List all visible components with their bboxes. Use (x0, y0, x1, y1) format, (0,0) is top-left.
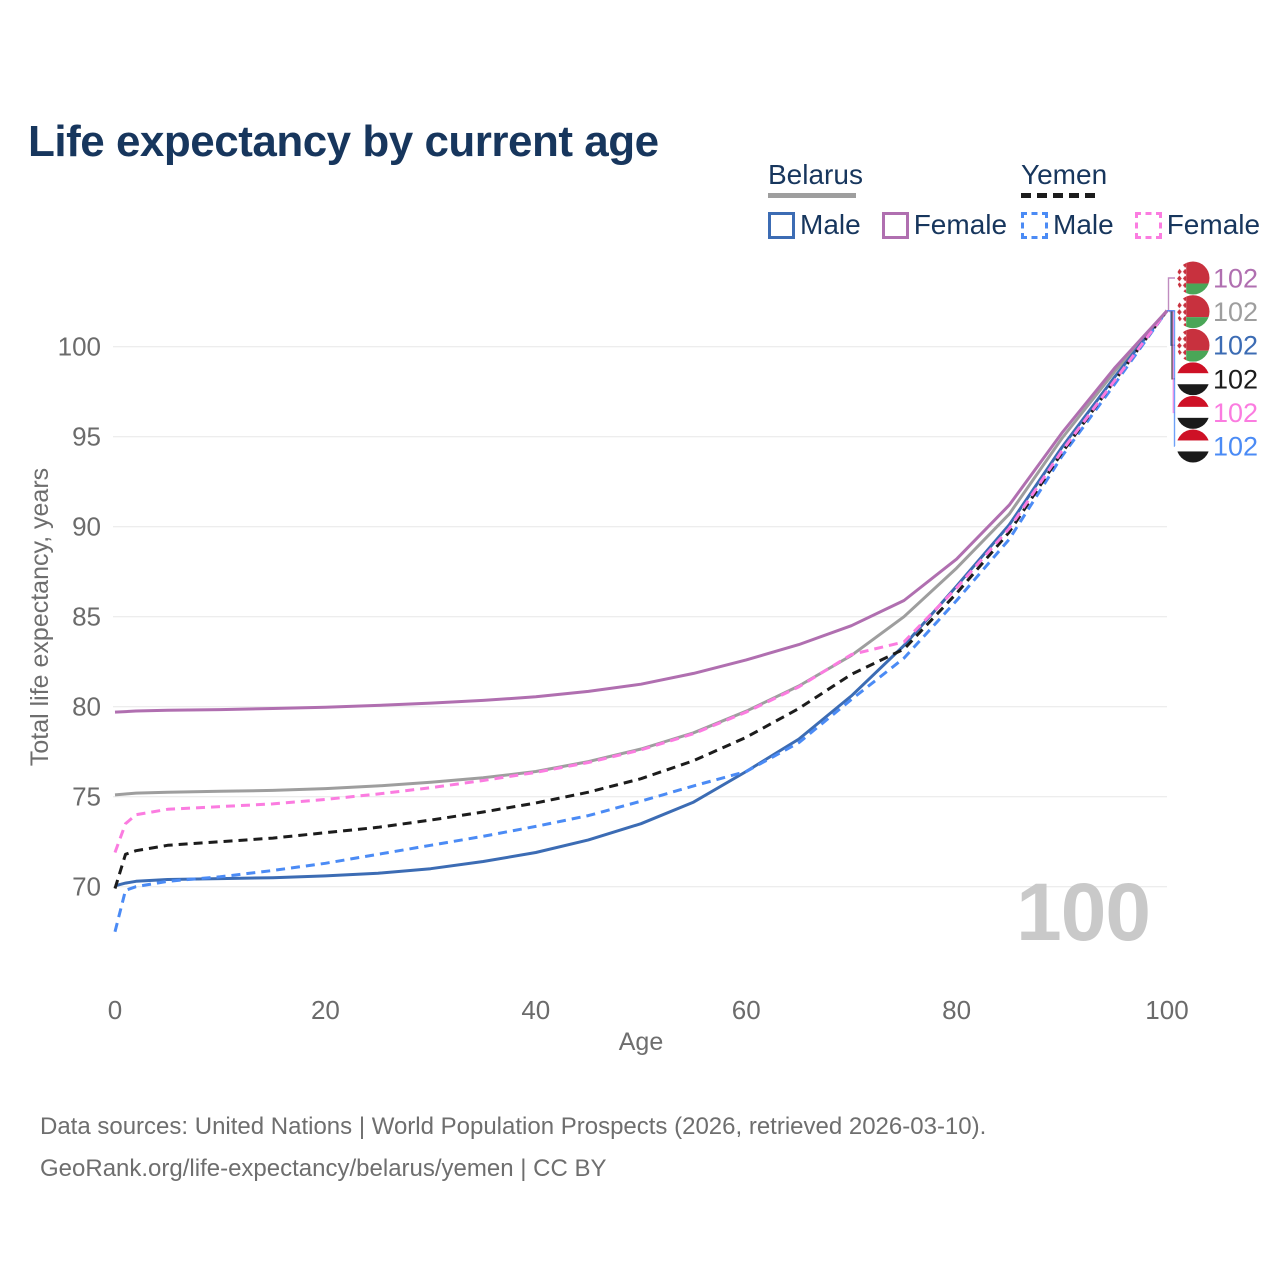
y-tick-85: 85 (72, 602, 101, 632)
x-tick-0: 0 (108, 995, 122, 1025)
belarus-flag-icon (1177, 262, 1210, 295)
yemen-flag-icon (1177, 362, 1210, 395)
end-row-yemen-female[interactable]: 102 (1177, 396, 1259, 429)
x-axis-title: Age (619, 1028, 663, 1056)
y-tick-80: 80 (72, 692, 101, 722)
belarus-female-swatch-icon (881, 211, 909, 239)
line-yemen-male[interactable] (113, 309, 1169, 933)
end-value-label: 102 (1213, 331, 1258, 361)
end-row-yemen-both-sexes[interactable]: 102 (1177, 362, 1259, 395)
footer-url-line[interactable]: GeoRank.org/life-expectancy/belarus/yeme… (40, 1155, 607, 1182)
end-row-belarus-female[interactable]: 102 (1177, 262, 1259, 295)
end-row-belarus-male[interactable]: 102 (1177, 329, 1259, 362)
x-tick-40: 40 (521, 995, 550, 1025)
gridlines (113, 346, 1167, 888)
x-tick-80: 80 (942, 995, 971, 1025)
yemen-flag-icon (1177, 430, 1210, 463)
series-lines (113, 309, 1169, 933)
line-belarus-male[interactable] (114, 309, 1169, 888)
end-row-belarus-both-sexes[interactable]: 102 (1177, 295, 1259, 328)
end-row-yemen-male[interactable]: 102 (1177, 430, 1259, 463)
belarus-male-swatch-icon (768, 211, 795, 239)
line-belarus-both-sexes[interactable] (114, 309, 1169, 797)
footer: Data sources: United Nations | World Pop… (40, 1106, 986, 1190)
line-yemen-both-sexes[interactable] (113, 309, 1169, 889)
y-tick-75: 75 (72, 782, 101, 812)
belarus-line-style-key (768, 193, 856, 198)
leader-line-0 (1167, 277, 1175, 312)
legend-country-belarus[interactable]: Belarus (768, 159, 863, 190)
end-value-label: 102 (1213, 264, 1258, 294)
leader-line-5 (1167, 310, 1176, 447)
legend-group-belarus: Belarus Male Female (768, 160, 1028, 241)
legend-item-yemen-male[interactable]: Male (1053, 209, 1114, 240)
legend-item-belarus-male[interactable]: Male (800, 209, 861, 240)
legend-country-yemen[interactable]: Yemen (1021, 159, 1108, 190)
legend-item-belarus-female[interactable]: Female (913, 209, 1008, 240)
line-yemen-female[interactable] (113, 309, 1169, 854)
y-tick-90: 90 (72, 512, 101, 542)
belarus-flag-icon (1177, 295, 1210, 328)
age-watermark: 100 (1016, 867, 1151, 958)
axes: 70 75 80 85 90 95 100 0 20 40 60 80 100 Age Total life… (26, 332, 1189, 1056)
legend-group-yemen: Yemen Male Female (1021, 160, 1280, 241)
y-tick-70: 70 (72, 872, 101, 902)
end-value-label: 102 (1213, 364, 1258, 394)
x-tick-60: 60 (732, 995, 761, 1025)
yemen-female-swatch-icon (1134, 211, 1162, 239)
belarus-flag-icon (1177, 329, 1210, 362)
y-tick-95: 95 (72, 422, 101, 452)
end-value-label: 102 (1213, 297, 1258, 327)
page-title: Life expectancy by current age (28, 117, 659, 167)
y-tick-100: 100 (58, 332, 101, 362)
y-axis-title: Total life expectancy, years (26, 468, 54, 766)
footer-sources-line: Data sources: United Nations | World Pop… (40, 1113, 987, 1140)
yemen-flag-icon (1177, 396, 1210, 429)
end-value-label: 102 (1213, 432, 1258, 462)
x-tick-20: 20 (311, 995, 340, 1025)
line-belarus-female[interactable] (114, 309, 1169, 714)
yemen-line-style-key (1021, 193, 1095, 198)
yemen-male-swatch-icon (1021, 211, 1048, 239)
end-value-label: 102 (1213, 398, 1258, 428)
legend-item-yemen-female[interactable]: Female (1166, 209, 1261, 240)
x-tick-100: 100 (1145, 995, 1188, 1025)
